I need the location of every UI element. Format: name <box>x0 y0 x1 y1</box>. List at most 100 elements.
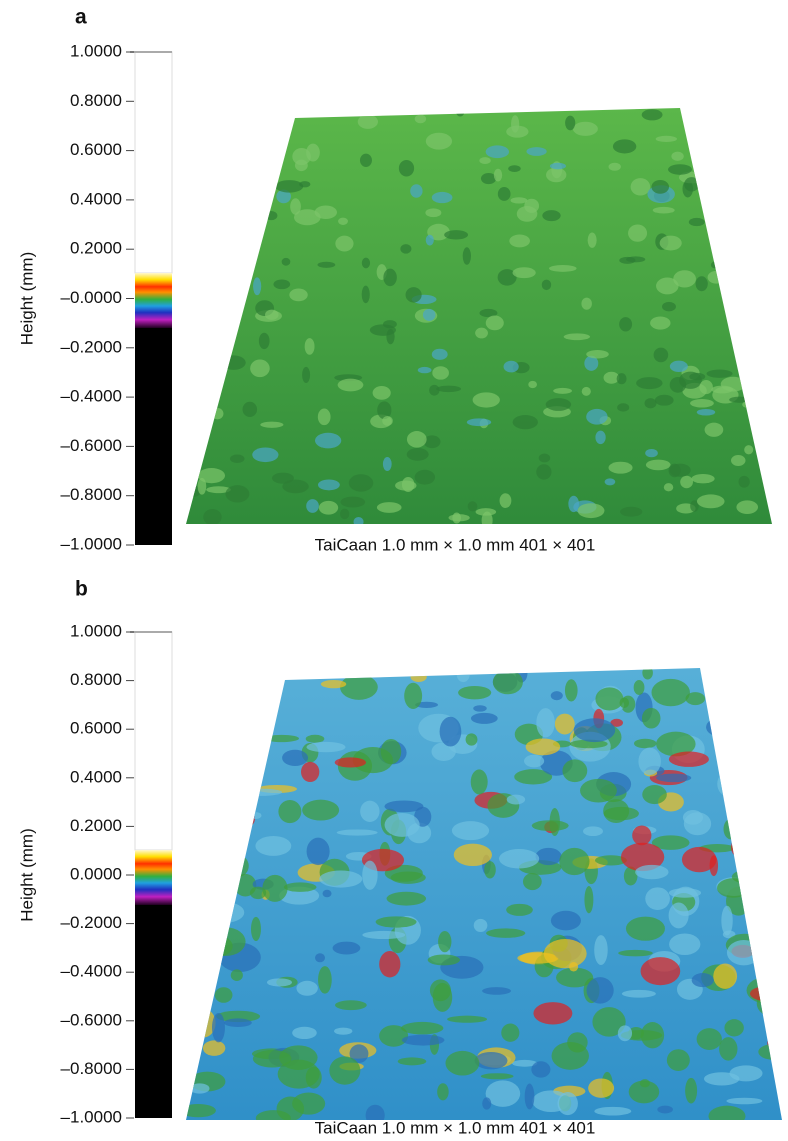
colorbar-white <box>134 631 173 851</box>
surface-texture <box>699 380 713 395</box>
surface-texture <box>301 761 320 783</box>
surface-texture <box>663 483 674 492</box>
surface-texture <box>759 706 782 731</box>
surface-texture <box>656 277 679 295</box>
surface-texture <box>242 136 263 154</box>
surface-texture <box>557 1091 578 1116</box>
surface-texture <box>545 398 572 411</box>
surface-texture <box>506 903 533 916</box>
surface-texture <box>226 807 256 830</box>
surface-texture <box>262 874 288 902</box>
surface-texture <box>642 785 667 805</box>
surface-texture <box>230 969 243 981</box>
surface-texture <box>203 141 228 157</box>
surface-texture <box>749 986 782 1002</box>
tick-label: –0.0000 <box>61 288 122 307</box>
surface-texture <box>314 205 338 220</box>
surface-texture <box>710 261 721 269</box>
surface-texture <box>546 167 567 183</box>
surface-texture <box>581 386 591 396</box>
surface-texture <box>249 886 267 900</box>
surface-texture <box>250 359 270 378</box>
surface-texture <box>405 287 422 303</box>
surface-texture <box>577 503 605 519</box>
surface-texture <box>719 1037 738 1061</box>
surface-texture <box>550 691 563 701</box>
surface-texture <box>645 448 658 458</box>
surface-texture <box>512 267 536 279</box>
surface-texture <box>275 180 304 193</box>
surface-texture <box>486 928 526 938</box>
tick-label: 0.4000 <box>70 189 122 208</box>
surface-texture <box>198 147 220 165</box>
surface-texture <box>536 708 555 738</box>
surface-texture <box>290 198 301 215</box>
surface-texture <box>473 918 488 932</box>
surface-texture <box>383 320 397 329</box>
surface-texture <box>726 169 745 182</box>
surface-texture <box>726 1097 763 1105</box>
surface-texture <box>427 954 460 966</box>
surface-texture <box>653 347 669 363</box>
surface-texture <box>603 806 639 821</box>
surface-texture <box>253 132 269 143</box>
surface-texture <box>318 966 332 994</box>
surface-texture <box>525 738 561 756</box>
surface-texture <box>250 916 261 942</box>
surface-texture <box>720 376 746 392</box>
surface-texture <box>650 316 671 330</box>
surface-texture <box>470 769 488 795</box>
surface-texture <box>265 309 279 320</box>
surface-texture <box>306 499 319 513</box>
surface-texture <box>499 493 512 509</box>
surface-texture <box>199 338 221 350</box>
surface-texture <box>203 509 222 524</box>
surface-texture <box>431 191 453 204</box>
surface-texture <box>760 364 772 379</box>
surface-texture <box>621 989 656 998</box>
surface-texture <box>382 415 393 426</box>
surface-texture <box>276 189 292 204</box>
surface-texture <box>499 849 540 869</box>
surface-texture <box>186 678 203 694</box>
surface-texture <box>196 924 219 933</box>
surface-texture <box>279 886 320 905</box>
surface-texture <box>319 870 363 888</box>
surface-texture <box>713 963 738 989</box>
surface-texture <box>632 825 652 846</box>
surface-texture <box>206 486 231 494</box>
surface-texture <box>336 829 378 836</box>
tick-label: –1.0000 <box>61 534 122 553</box>
surface-texture <box>512 1059 538 1067</box>
surface-texture <box>617 1025 633 1042</box>
panel-label: b <box>75 578 88 601</box>
surface-texture <box>497 186 511 201</box>
surface-texture <box>708 1105 746 1120</box>
colorbar-black <box>135 905 172 1118</box>
tick-label: 0.2000 <box>70 239 122 258</box>
surface-texture <box>213 901 230 925</box>
surface-texture <box>249 755 261 763</box>
surface-texture <box>642 668 653 680</box>
surface-texture <box>379 950 401 978</box>
surface-texture <box>400 244 412 254</box>
surface-texture <box>732 329 755 345</box>
surface-texture <box>340 508 350 520</box>
tick-label: 0.6000 <box>70 140 122 159</box>
surface-texture <box>438 930 452 953</box>
surface-texture <box>453 843 492 867</box>
surface-texture <box>533 1002 573 1025</box>
surface-texture <box>211 1012 225 1043</box>
surface-texture <box>573 718 616 743</box>
surface-texture <box>657 1105 673 1114</box>
surface-texture <box>501 1023 520 1042</box>
surface-texture <box>362 930 406 940</box>
surface-texture <box>252 1050 292 1068</box>
tick-label: –0.2000 <box>61 913 122 932</box>
surface-texture <box>542 210 561 222</box>
surface-texture <box>651 835 690 850</box>
surface-texture <box>219 196 232 214</box>
surface-texture <box>625 916 665 941</box>
surface-texture <box>414 114 427 124</box>
